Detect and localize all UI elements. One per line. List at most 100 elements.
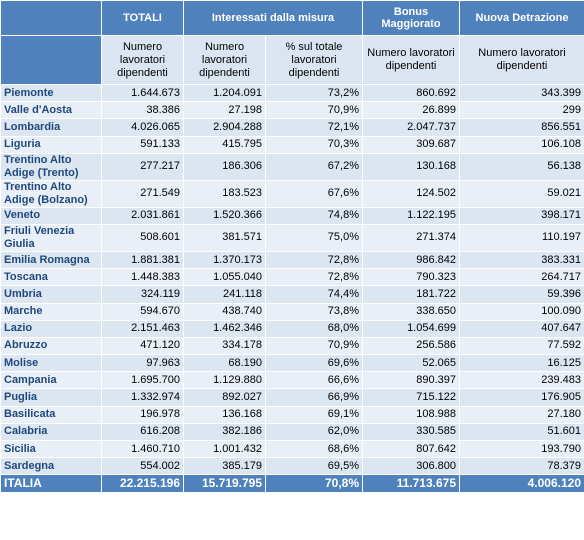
region-name: Sardegna xyxy=(0,457,102,476)
cell: 69,5% xyxy=(265,457,363,476)
region-name: Liguria xyxy=(0,135,102,154)
cell: 77.592 xyxy=(459,336,584,356)
cell: 554.002 xyxy=(101,457,184,476)
region-name: Veneto xyxy=(0,206,102,225)
cell: 1.122.195 xyxy=(362,206,460,225)
cell: 334.178 xyxy=(183,336,266,356)
cell: 15.719.795 xyxy=(183,474,266,493)
cell: 67,6% xyxy=(265,179,363,208)
cell: 1.644.673 xyxy=(101,83,184,103)
cell: 11.713.675 xyxy=(362,474,460,493)
region-name: Trentino Alto Adige (Bolzano) xyxy=(0,179,102,208)
table-row: Piemonte 1.644.673 1.204.091 73,2% 860.692 34… xyxy=(0,83,584,103)
region-name: Valle d'Aosta xyxy=(0,101,102,120)
table-row: Puglia 1.332.974 892.027 66,9% 715.122 176.90… xyxy=(0,388,584,407)
cell: 385.179 xyxy=(183,457,266,476)
subheader-row: Numero lavoratori dipendenti Numero lavor… xyxy=(0,35,584,85)
column-header: Numero lavoratori dipendenti xyxy=(362,35,460,85)
cell: 1.129.880 xyxy=(183,371,266,390)
region-name: Toscana xyxy=(0,268,102,287)
cell: 264.717 xyxy=(459,268,584,287)
cell: 67,2% xyxy=(265,152,363,181)
cell: 1.460.710 xyxy=(101,439,184,459)
group-header: Interessati dalla misura xyxy=(183,0,363,36)
cell: 2.904.288 xyxy=(183,118,266,137)
cell: 2.031.861 xyxy=(101,206,184,225)
cell: 72,1% xyxy=(265,118,363,137)
cell: 1.001.432 xyxy=(183,439,266,459)
table-row: Trentino Alto Adige (Trento) 277.217 186.3… xyxy=(0,152,584,181)
header-row: TOTALI Interessati dalla misura Bonus Magg… xyxy=(0,0,584,36)
cell: 241.118 xyxy=(183,285,266,304)
region-name: Basilicata xyxy=(0,405,102,424)
cell: 2.047.737 xyxy=(362,118,460,137)
cell: 1.462.346 xyxy=(183,319,266,338)
cell: 807.642 xyxy=(362,439,460,459)
table-row: Veneto 2.031.861 1.520.366 74,8% 1.122.195 39… xyxy=(0,206,584,225)
region-name: Friuli Venezia Giulia xyxy=(0,223,102,252)
cell: 4.006.120 xyxy=(459,474,584,493)
cell: 70,9% xyxy=(265,101,363,120)
cell: 124.502 xyxy=(362,179,460,208)
table-row: Toscana 1.448.383 1.055.040 72,8% 790.323 264… xyxy=(0,268,584,287)
region-name: Emilia Romagna xyxy=(0,250,102,270)
cell: 1.448.383 xyxy=(101,268,184,287)
cell: 715.122 xyxy=(362,388,460,407)
cell: 75,0% xyxy=(265,223,363,252)
table-row: Lazio 2.151.463 1.462.346 68,0% 1.054.699 407… xyxy=(0,319,584,338)
region-name: Campania xyxy=(0,371,102,390)
cell: 591.133 xyxy=(101,135,184,154)
cell: 176.905 xyxy=(459,388,584,407)
cell: 239.483 xyxy=(459,371,584,390)
cell: 181.722 xyxy=(362,285,460,304)
cell: 70,3% xyxy=(265,135,363,154)
cell: 73,8% xyxy=(265,302,363,321)
cell: 1.881.381 xyxy=(101,250,184,270)
region-name: Molise xyxy=(0,354,102,373)
table-row: Valle d'Aosta 38.386 27.198 70,9% 26.899 299 xyxy=(0,101,584,120)
cell: 51.601 xyxy=(459,422,584,442)
table: TOTALI Interessati dalla misura Bonus Magg… xyxy=(0,0,584,493)
cell: 70,9% xyxy=(265,336,363,356)
cell: 66,6% xyxy=(265,371,363,390)
cell: 73,2% xyxy=(265,83,363,103)
table-row: Lombardia 4.026.065 2.904.288 72,1% 2.047.73… xyxy=(0,118,584,137)
cell: 22.215.196 xyxy=(101,474,184,493)
cell: 108.988 xyxy=(362,405,460,424)
cell: 72,8% xyxy=(265,250,363,270)
cell: 68.190 xyxy=(183,354,266,373)
table-row: Campania 1.695.700 1.129.880 66,6% 890.397 23… xyxy=(0,371,584,390)
region-name: Umbria xyxy=(0,285,102,304)
cell: 70,8% xyxy=(265,474,363,493)
column-header: Numero lavoratori dipendenti xyxy=(183,35,266,85)
table-row: Basilicata 196.978 136.168 69,1% 108.988 27.1… xyxy=(0,405,584,424)
cell: 271.549 xyxy=(101,179,184,208)
table-row: Emilia Romagna 1.881.381 1.370.173 72,8% 986… xyxy=(0,250,584,270)
cell: 277.217 xyxy=(101,152,184,181)
cell: 183.523 xyxy=(183,179,266,208)
cell: 306.800 xyxy=(362,457,460,476)
cell: 193.790 xyxy=(459,439,584,459)
cell: 106.108 xyxy=(459,135,584,154)
cell: 1.695.700 xyxy=(101,371,184,390)
cell: 74,8% xyxy=(265,206,363,225)
cell: 16.125 xyxy=(459,354,584,373)
cell: 860.692 xyxy=(362,83,460,103)
region-name: ITALIA xyxy=(0,474,102,493)
column-header: % sul totale lavoratori dipendenti xyxy=(265,35,363,85)
cell: 271.374 xyxy=(362,223,460,252)
cell: 69,6% xyxy=(265,354,363,373)
region-name: Lazio xyxy=(0,319,102,338)
cell: 136.168 xyxy=(183,405,266,424)
region-name: Piemonte xyxy=(0,83,102,103)
region-name: Calabria xyxy=(0,422,102,442)
cell: 438.740 xyxy=(183,302,266,321)
region-name: Abruzzo xyxy=(0,336,102,356)
total-row: ITALIA 22.215.196 15.719.795 70,8% 11.713.67… xyxy=(0,474,584,493)
cell: 68,0% xyxy=(265,319,363,338)
cell: 4.026.065 xyxy=(101,118,184,137)
table-row: Trentino Alto Adige (Bolzano) 271.549 183.… xyxy=(0,179,584,208)
cell: 110.197 xyxy=(459,223,584,252)
cell: 338.650 xyxy=(362,302,460,321)
